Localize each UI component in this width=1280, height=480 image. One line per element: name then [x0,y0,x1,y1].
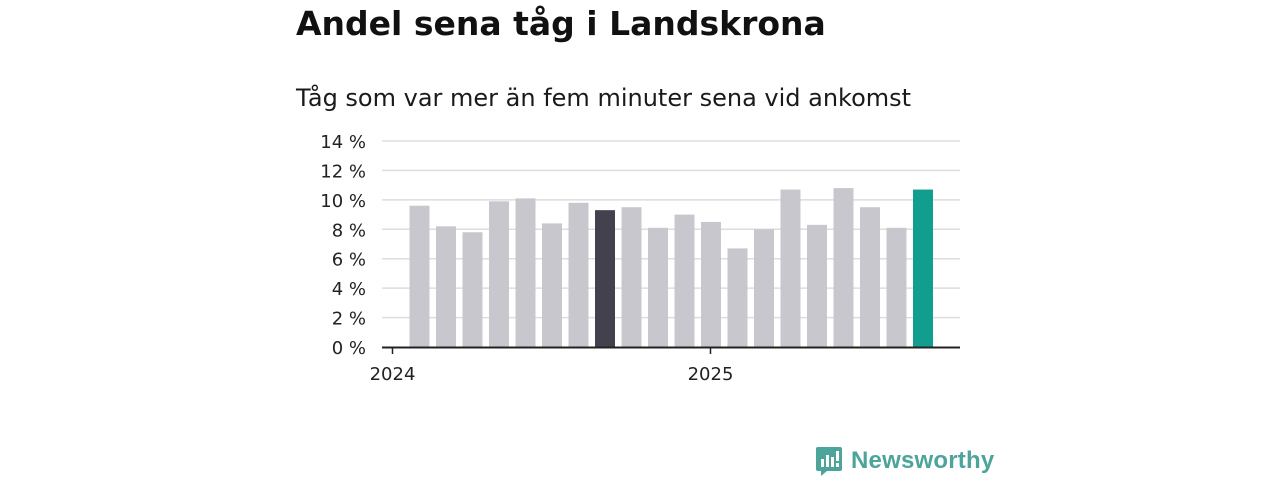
newsworthy-logo-icon [816,447,842,476]
bar [833,188,854,347]
bar [595,210,615,347]
y-tick-label: 8 % [332,220,366,241]
bar [701,221,721,347]
y-tick-label: 2 % [332,309,366,330]
bar [913,189,933,347]
bar [780,189,801,347]
bar [409,205,430,347]
y-tick-label: 0 % [332,338,366,359]
y-tick-label: 4 % [332,279,366,300]
bar [886,227,907,347]
y-tick-label: 12 % [320,161,366,182]
y-tick-label: 14 % [320,132,366,153]
bar [648,227,668,347]
bar [727,248,748,347]
y-axis-tick-labels: 0 % 2 % 4 % 6 % 8 % 10 % 12 % 14 % [320,132,366,359]
chart-subtitle: Tåg som var mer än fem minuter sena vid … [296,84,912,112]
bar [754,229,774,347]
x-tick-label: 2024 [370,364,416,385]
y-tick-label: 6 % [332,250,366,271]
bar [462,232,483,347]
x-axis-tick-labels: 2024 2025 [370,364,734,385]
bar [807,224,827,347]
x-tick-label: 2025 [688,364,734,385]
x-axis [382,346,960,354]
y-tick-label: 10 % [320,191,366,212]
chart-title: Andel sena tåg i Landskrona [296,4,826,43]
newsworthy-brand: Newsworthy [815,445,994,477]
bar [542,223,562,347]
brand-name: Newsworthy [851,447,995,474]
bar [860,207,880,347]
bar [568,202,589,347]
bar [621,207,642,347]
bar [515,198,536,347]
bar [436,226,456,347]
bar [674,214,695,347]
bars [409,188,933,347]
bar [489,201,509,347]
bar-chart: 0 % 2 % 4 % 6 % 8 % 10 % 12 % 14 % 2024 2025 [320,132,960,385]
